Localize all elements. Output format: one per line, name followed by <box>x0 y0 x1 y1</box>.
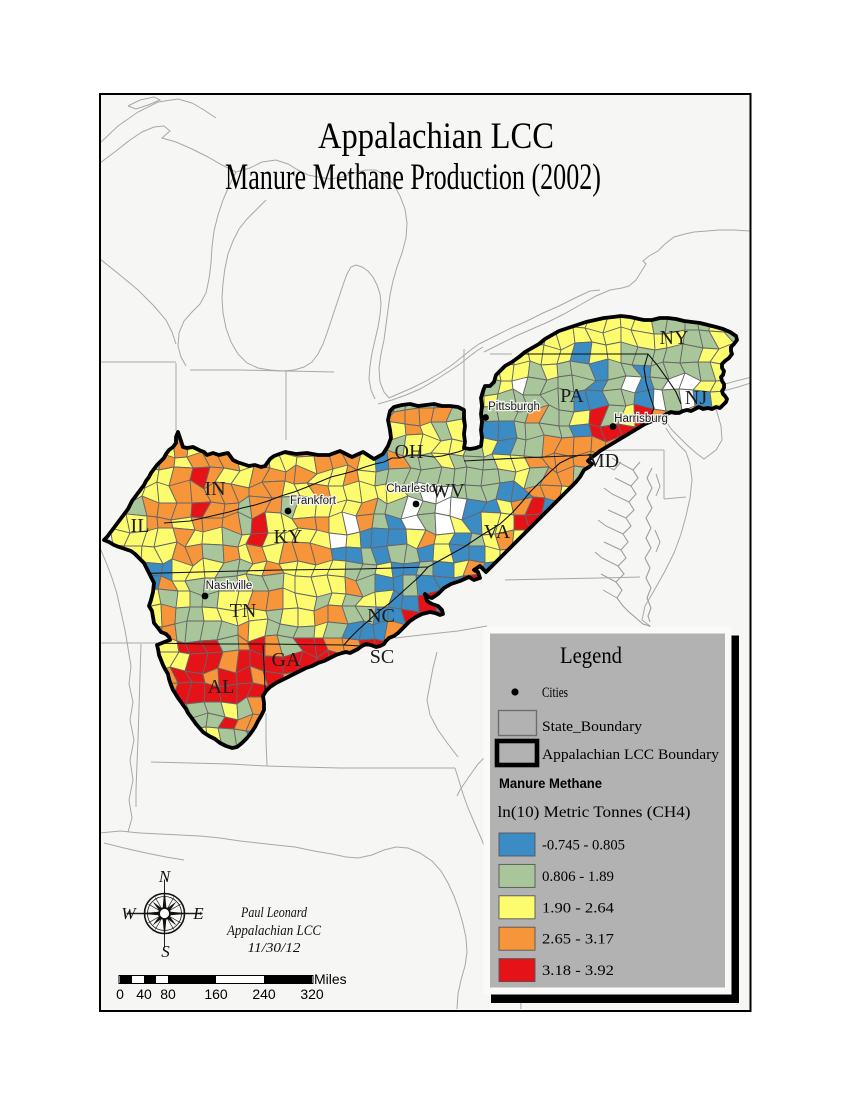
svg-text:MD: MD <box>587 450 619 472</box>
svg-text:Manure Methane: Manure Methane <box>499 775 602 791</box>
svg-text:TN: TN <box>230 600 257 622</box>
svg-text:0.806 - 1.89: 0.806 - 1.89 <box>542 869 614 885</box>
svg-text:NC: NC <box>367 605 395 627</box>
svg-text:Paul Leonard: Paul Leonard <box>240 905 307 921</box>
svg-text:Appalachian LCC: Appalachian LCC <box>226 923 322 939</box>
svg-text:E: E <box>192 904 204 923</box>
svg-text:Miles: Miles <box>314 971 347 987</box>
svg-text:WV: WV <box>431 480 465 502</box>
svg-text:IL: IL <box>131 515 150 537</box>
svg-text:Appalachian LCC Boundary: Appalachian LCC Boundary <box>542 747 720 763</box>
svg-text:N: N <box>158 867 172 886</box>
svg-text:GA: GA <box>272 649 301 671</box>
svg-text:W: W <box>121 904 137 923</box>
svg-text:NJ: NJ <box>685 387 707 409</box>
svg-text:40: 40 <box>136 986 152 1002</box>
svg-text:Charleston: Charleston <box>386 483 442 495</box>
svg-text:ln(10) Metric Tonnes (CH4): ln(10) Metric Tonnes (CH4) <box>498 804 691 821</box>
svg-text:Frankfort: Frankfort <box>290 495 337 507</box>
svg-text:NY: NY <box>660 327 689 349</box>
svg-text:0: 0 <box>116 986 124 1002</box>
svg-text:80: 80 <box>160 986 176 1002</box>
svg-text:IN: IN <box>204 478 225 500</box>
svg-text:240: 240 <box>252 986 276 1002</box>
svg-text:PA: PA <box>560 385 584 407</box>
svg-text:Harrisburg: Harrisburg <box>614 413 668 425</box>
svg-text:Cities: Cities <box>542 685 568 701</box>
svg-text:11/30/12: 11/30/12 <box>248 941 301 956</box>
svg-text:Pittsburgh: Pittsburgh <box>488 401 540 413</box>
svg-text:Appalachian LCC: Appalachian LCC <box>318 116 554 157</box>
svg-text:3.18 - 3.92: 3.18 - 3.92 <box>542 963 614 979</box>
svg-text:KY: KY <box>274 526 303 548</box>
svg-text:Nashville: Nashville <box>206 580 253 592</box>
svg-text:2.65 - 3.17: 2.65 - 3.17 <box>542 932 614 948</box>
svg-text:VA: VA <box>484 521 511 543</box>
svg-text:OH: OH <box>395 441 424 463</box>
svg-text:160: 160 <box>204 986 228 1002</box>
svg-text:Legend: Legend <box>560 643 622 668</box>
svg-text:S: S <box>161 942 170 961</box>
svg-text:-0.745 - 0.805: -0.745 - 0.805 <box>542 838 625 854</box>
svg-text:SC: SC <box>370 646 394 668</box>
svg-text:State_Boundary: State_Boundary <box>542 719 643 735</box>
svg-text:320: 320 <box>300 986 324 1002</box>
svg-text:Manure Methane Production (200: Manure Methane Production (2002) <box>225 157 601 198</box>
svg-text:AL: AL <box>208 676 235 698</box>
svg-text:1.90 - 2.64: 1.90 - 2.64 <box>542 900 615 916</box>
